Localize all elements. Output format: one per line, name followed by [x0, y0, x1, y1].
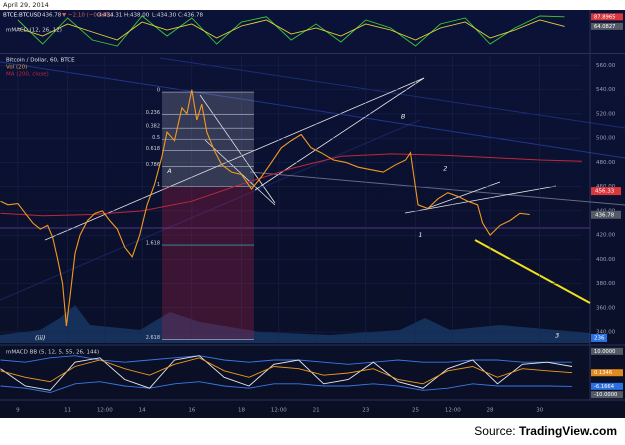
- price-marker-label: 456.33: [595, 189, 615, 195]
- value-marker-label: 0.1346: [594, 370, 612, 376]
- source: Source: TradingView.com: [474, 424, 617, 438]
- annotation: (iii): [35, 334, 46, 342]
- series-line: [0, 89, 530, 327]
- header-symbol: BTCE:BTCUSD: [3, 13, 41, 19]
- fib-label: 1.618: [146, 241, 160, 247]
- legend-title: Bitcoin / Dollar, 60, BTCE: [6, 58, 75, 64]
- fib-label: 0.5: [152, 135, 160, 141]
- value-marker-label: 10.0000: [594, 349, 615, 355]
- header-high: H:438.00: [124, 13, 150, 19]
- header-low: L:434.30: [152, 13, 177, 19]
- annotation: 2: [443, 164, 447, 172]
- x-tick-label: 16: [188, 408, 195, 414]
- annotation: A: [166, 167, 171, 175]
- price-marker: [591, 187, 621, 196]
- value-marker: [591, 22, 623, 30]
- y-tick-label: 380.00: [596, 281, 616, 287]
- value-marker-label: 87.8965: [594, 14, 615, 20]
- x-tick-label: 12:00: [445, 408, 461, 414]
- y-tick-label: 420.00: [596, 233, 616, 239]
- series-line: [0, 355, 573, 391]
- legend-ma: MA (200, close): [6, 72, 49, 78]
- y-tick-label: 400.00: [596, 257, 616, 263]
- fib-label: 0.236: [146, 110, 160, 116]
- value-marker-label: -6.1664: [594, 384, 615, 390]
- x-tick-label: 25: [412, 408, 419, 414]
- x-tick-label: 28: [487, 408, 494, 414]
- price-marker-label: 436.78: [595, 212, 615, 218]
- value-marker: [591, 391, 623, 399]
- trend-line: [204, 139, 276, 206]
- y-tick-label: 480.00: [596, 160, 616, 166]
- legend-volume: Vol (20): [6, 65, 27, 71]
- series-line: [0, 357, 573, 385]
- trend-line: [199, 94, 276, 204]
- trend-line: [404, 185, 557, 214]
- series-line: [17, 19, 565, 41]
- date: April 29, 2014: [3, 1, 49, 9]
- top-strip: [0, 0, 625, 10]
- annotation: B: [401, 112, 406, 120]
- y-tick-label: 500.00: [596, 136, 616, 142]
- target-line: [474, 239, 591, 304]
- x-tick-label: 9: [16, 408, 20, 414]
- source-name: TradingView.com: [518, 424, 617, 438]
- value-marker: [591, 347, 623, 355]
- x-tick-label: 21: [313, 408, 320, 414]
- volume-marker: [591, 334, 607, 342]
- value-marker-label: 64.0827: [594, 24, 615, 30]
- y-tick-label: 360.00: [596, 305, 616, 311]
- fib-label: 0: [157, 88, 160, 94]
- source-prefix: Source:: [474, 424, 516, 438]
- annotation: 1: [418, 231, 422, 239]
- value-marker: [591, 382, 623, 390]
- value-marker: [591, 13, 623, 21]
- channel-line: [0, 119, 421, 301]
- header-last: 436.78: [42, 13, 62, 19]
- y-tick-label: 520.00: [596, 111, 616, 117]
- fib-label: 0.382: [146, 124, 160, 130]
- x-tick-label: 18: [238, 408, 245, 414]
- header-open: O:434.31: [97, 13, 122, 19]
- volume-area: [0, 305, 590, 343]
- fib-label: 1: [157, 182, 160, 188]
- volume-marker-label: 236: [594, 336, 605, 342]
- header-close: C:436.78: [178, 13, 203, 19]
- series-line: [0, 381, 573, 393]
- indicator-title: mMACD (12, 26, 12): [6, 28, 62, 34]
- y-tick-label: 560.00: [596, 63, 616, 69]
- fib-label: 0.618: [146, 146, 160, 152]
- ma-line: [0, 153, 583, 217]
- plot-layer: BTCE:BTCUSD 436.78 ▼ −2.10 (−0.46%)O:434.3…: [0, 13, 623, 414]
- x-tick-label: 11: [64, 408, 71, 414]
- channel-line: [0, 61, 625, 159]
- fib-label: 2.618: [146, 335, 160, 341]
- y-tick-label: 340.00: [596, 330, 616, 336]
- indicator-title: mMACD BB (5, 12, 5, 55, 26, 144): [6, 350, 99, 356]
- y-tick-label: 540.00: [596, 87, 616, 93]
- x-tick-label: 12:00: [271, 408, 287, 414]
- x-tick-label: 30: [536, 408, 543, 414]
- x-tick-label: 14: [139, 408, 146, 414]
- value-marker: [591, 369, 623, 377]
- price-marker: [591, 210, 621, 219]
- x-tick-label: 23: [362, 408, 369, 414]
- value-marker-label: -10.0000: [594, 392, 617, 398]
- fib-zone: [162, 186, 254, 340]
- series-line: [17, 15, 565, 47]
- x-tick-label: 12:00: [97, 408, 113, 414]
- chart: April 29, 2014 BTCE:BTCUSD 436.78 ▼ −2.10 …: [0, 0, 625, 418]
- header-change: ▼ −2.10 (−0.46%): [62, 13, 113, 19]
- series-line: [0, 355, 573, 365]
- annotation: 3: [555, 332, 559, 340]
- fib-label: 0.786: [146, 162, 160, 168]
- channel-line: [159, 57, 625, 129]
- trend-line: [427, 181, 501, 209]
- trend-line: [249, 171, 625, 206]
